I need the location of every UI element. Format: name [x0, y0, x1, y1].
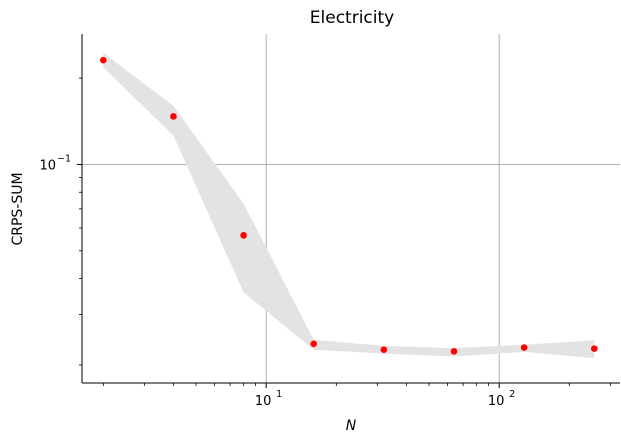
data-point — [310, 340, 318, 348]
x-tick-exponent: 2 — [509, 389, 515, 400]
data-point — [240, 232, 247, 239]
data-point — [520, 344, 528, 351]
data-point — [591, 345, 598, 352]
ticks: 10 1 10 210 −1 — [39, 77, 611, 409]
x-axis-label: N — [346, 418, 357, 433]
x-tick-exponent: 1 — [276, 389, 282, 400]
grid-lines — [82, 34, 620, 383]
data-points-layer — [100, 56, 598, 355]
uncertainty-band-layer — [103, 52, 595, 359]
x-tick-label: 10 — [255, 394, 272, 409]
chart-title: Electricity — [310, 8, 394, 28]
data-point — [170, 113, 177, 120]
data-point — [380, 346, 388, 354]
data-point — [450, 348, 458, 355]
y-tick-exponent: −1 — [57, 153, 71, 164]
data-point — [100, 56, 107, 64]
uncertainty-band — [103, 52, 595, 359]
axes — [81, 34, 620, 384]
y-axis-label: CRPS-SUM — [10, 172, 26, 245]
x-tick-label: 10 — [488, 394, 505, 409]
y-tick-label: 10 — [39, 158, 56, 173]
